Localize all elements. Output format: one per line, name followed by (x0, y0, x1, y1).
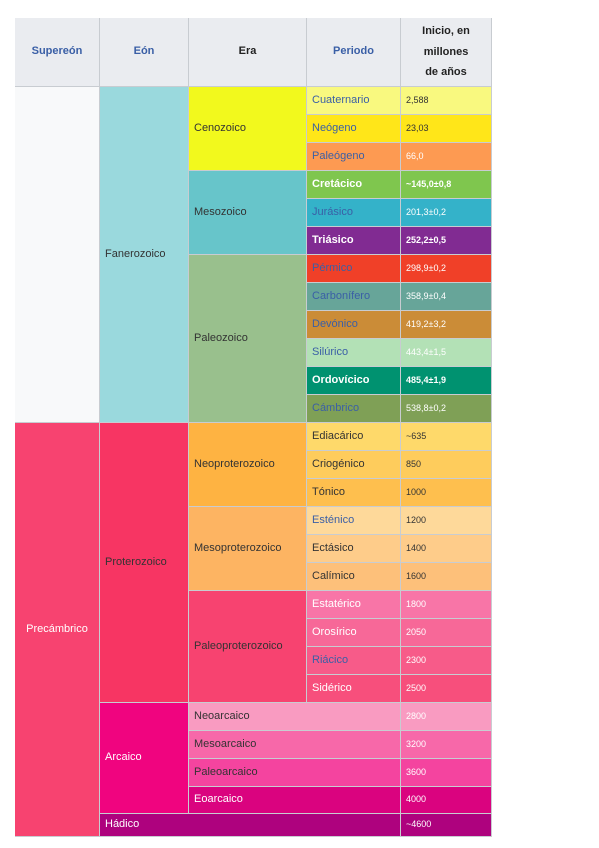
period-14-name[interactable]: Tónico (307, 479, 401, 507)
period-15-start: 1200 (401, 507, 492, 535)
period-21-start: 2500 (401, 675, 492, 703)
period-18-start: 1800 (401, 591, 492, 619)
era-neoarcaico[interactable]: Neoarcaico (189, 703, 401, 731)
eon-fanerozoico[interactable]: Fanerozoico (100, 87, 189, 423)
period-21-name[interactable]: Sidérico (307, 675, 401, 703)
period-17-start: 1600 (401, 563, 492, 591)
eon-proterozoico[interactable]: Proterozoico (100, 423, 189, 703)
period-1-start: 23,03 (401, 115, 492, 143)
header-era: Era (189, 18, 307, 87)
era-paleoarcaico[interactable]: Paleoarcaico (189, 759, 401, 787)
header-supereon[interactable]: Supereón (15, 18, 100, 87)
period-7-start: 358,9±0,4 (401, 283, 492, 311)
header-eon[interactable]: Eón (100, 18, 189, 87)
geologic-time-table: Supereón Eón Era Periodo Inicio, en mill… (15, 18, 492, 837)
period-7-name[interactable]: Carbonífero (307, 283, 401, 311)
header-periodo[interactable]: Periodo (307, 18, 401, 87)
period-9-name[interactable]: Silúrico (307, 339, 401, 367)
period-19-name[interactable]: Orosírico (307, 619, 401, 647)
era-mesoproterozoico[interactable]: Mesoproterozoico (189, 507, 307, 591)
period-9-start: 443,4±1,5 (401, 339, 492, 367)
header-inicio: Inicio, en millones de años (401, 18, 492, 87)
period-12-name[interactable]: Ediacárico (307, 423, 401, 451)
period-1-name[interactable]: Neógeno (307, 115, 401, 143)
period-18-name[interactable]: Estatérico (307, 591, 401, 619)
period-5-name[interactable]: Triásico (307, 227, 401, 255)
eon-arcaico[interactable]: Arcaico (100, 703, 189, 814)
period-0-name[interactable]: Cuaternario (307, 87, 401, 115)
period-13-start: 850 (401, 451, 492, 479)
start-hadico: ~4600 (401, 814, 492, 837)
start-mesoarcaico: 3200 (401, 731, 492, 759)
period-2-start: 66,0 (401, 143, 492, 171)
period-3-start: ~145,0±0,8 (401, 171, 492, 199)
period-16-name[interactable]: Ectásico (307, 535, 401, 563)
period-19-start: 2050 (401, 619, 492, 647)
period-11-start: 538,8±0,2 (401, 395, 492, 423)
era-paleoproterozoico[interactable]: Paleoproterozoico (189, 591, 307, 703)
era-paleozoico[interactable]: Paleozoico (189, 255, 307, 423)
start-paleoarcaico: 3600 (401, 759, 492, 787)
start-eoarcaico: 4000 (401, 787, 492, 814)
era-neoproterozoico[interactable]: Neoproterozoico (189, 423, 307, 507)
period-13-name[interactable]: Criogénico (307, 451, 401, 479)
period-20-name[interactable]: Riácico (307, 647, 401, 675)
period-2-name[interactable]: Paleógeno (307, 143, 401, 171)
period-3-name[interactable]: Cretácico (307, 171, 401, 199)
period-10-start: 485,4±1,9 (401, 367, 492, 395)
period-6-start: 298,9±0,2 (401, 255, 492, 283)
period-15-name[interactable]: Esténico (307, 507, 401, 535)
era-mesozoico[interactable]: Mesozoico (189, 171, 307, 255)
start-neoarcaico: 2800 (401, 703, 492, 731)
period-0-start: 2,588 (401, 87, 492, 115)
era-cenozoico[interactable]: Cenozoico (189, 87, 307, 171)
period-6-name[interactable]: Pérmico (307, 255, 401, 283)
period-8-name[interactable]: Devónico (307, 311, 401, 339)
period-11-name[interactable]: Cámbrico (307, 395, 401, 423)
eon-hadico[interactable]: Hádico (100, 814, 401, 837)
period-14-start: 1000 (401, 479, 492, 507)
period-4-name[interactable]: Jurásico (307, 199, 401, 227)
era-eoarcaico[interactable]: Eoarcaico (189, 787, 401, 814)
period-20-start: 2300 (401, 647, 492, 675)
period-16-start: 1400 (401, 535, 492, 563)
period-5-start: 252,2±0,5 (401, 227, 492, 255)
period-10-name[interactable]: Ordovícico (307, 367, 401, 395)
era-mesoarcaico[interactable]: Mesoarcaico (189, 731, 401, 759)
period-4-start: 201,3±0,2 (401, 199, 492, 227)
supereon-precambrico[interactable]: Precámbrico (15, 423, 100, 837)
period-17-name[interactable]: Calímico (307, 563, 401, 591)
supereon-fanerozoico-cell (15, 87, 100, 423)
period-12-start: ~635 (401, 423, 492, 451)
period-8-start: 419,2±3,2 (401, 311, 492, 339)
